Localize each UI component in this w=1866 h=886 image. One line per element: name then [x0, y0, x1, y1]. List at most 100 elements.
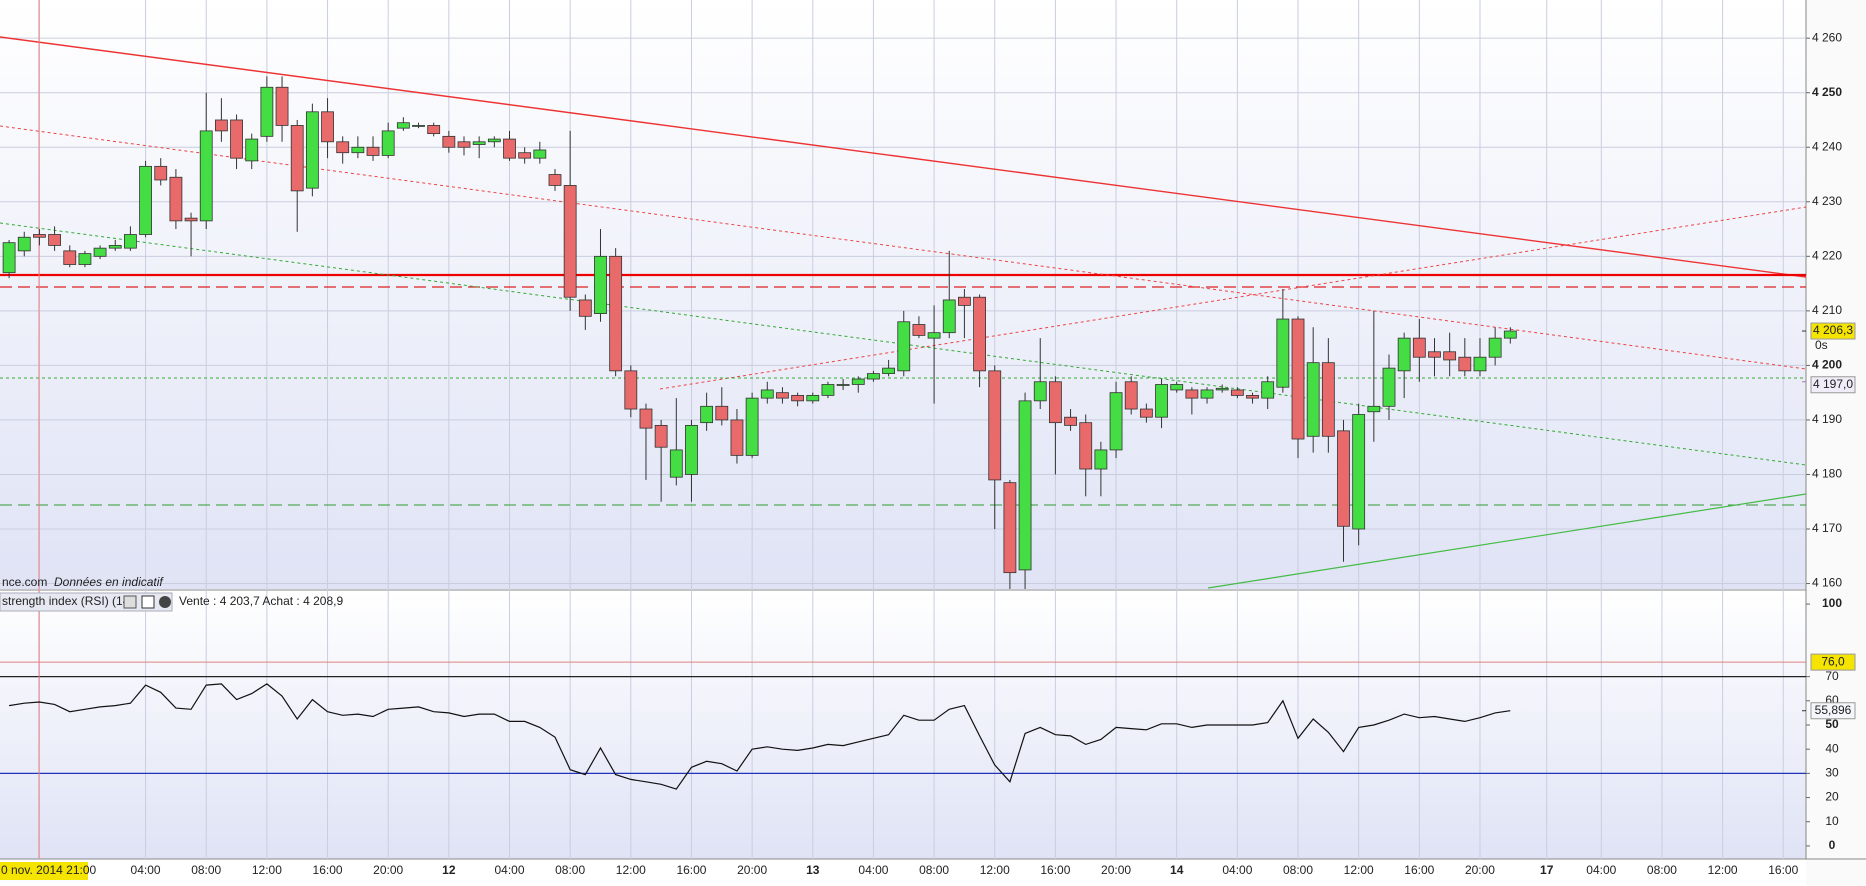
candle-body: [169, 176, 183, 222]
trendline: [0, 222, 1807, 466]
candle-body: [1306, 362, 1320, 437]
candle-body: [427, 125, 441, 135]
candle-body: [17, 236, 31, 252]
candle-body: [1003, 482, 1017, 574]
y-tick-label: 4 170: [1812, 521, 1842, 535]
candle-body: [154, 165, 168, 181]
candle-body: [1276, 318, 1290, 388]
candle-body: [685, 424, 698, 475]
disclaimer: Données en indicatif: [54, 575, 164, 589]
candle-body: [594, 255, 607, 314]
candle-body: [942, 299, 956, 334]
candle-body: [518, 152, 532, 159]
candle-body: [897, 321, 911, 372]
candle-body: [1048, 381, 1062, 424]
y-tick-label: 70: [1825, 669, 1839, 683]
rsi-panel: [0, 591, 1806, 859]
price-tag: [1810, 653, 1856, 671]
price-tag-label: 4 206,3: [1813, 323, 1853, 337]
candle-body: [715, 405, 729, 421]
y-tick-label: 100: [1822, 596, 1842, 610]
candle-body: [563, 185, 577, 298]
candle-body: [336, 141, 350, 154]
candle-body: [851, 378, 865, 385]
x-tick-label: 04:00: [131, 863, 161, 877]
drawings: [0, 0, 1807, 859]
candle-body: [1291, 318, 1305, 440]
x-tick-label: 04:00: [1586, 863, 1616, 877]
candle-body: [988, 370, 1002, 481]
x-tick-label: 08:00: [919, 863, 949, 877]
candle-body: [730, 419, 744, 456]
candle-body: [578, 299, 592, 317]
x-tick-label: 16:00: [1768, 863, 1798, 877]
candle-body: [1079, 422, 1093, 470]
candle-body: [381, 130, 395, 156]
candle-body: [1109, 392, 1123, 451]
candle-body: [366, 146, 380, 156]
candle-body: [139, 165, 152, 235]
window-icon[interactable]: [141, 595, 155, 609]
x-tick-label: 08:00: [1647, 863, 1677, 877]
candle-body: [230, 119, 243, 159]
candle-body: [396, 122, 410, 129]
candle-body: [290, 125, 304, 192]
candle-body: [1215, 387, 1229, 391]
settings-icon[interactable]: [123, 595, 137, 609]
indicator-title: strength index (RSI) (14): [2, 594, 133, 608]
candle-body: [806, 394, 820, 402]
candle-body: [442, 135, 456, 148]
y-tick-label: 4 220: [1812, 248, 1842, 262]
x-tick-label: 0 nov. 2014 21:00: [1, 863, 97, 877]
marks: [2, 76, 1517, 790]
axis-area: [1806, 0, 1866, 886]
x-tick-label: 14: [1170, 863, 1184, 877]
candle-body: [776, 392, 789, 399]
price-tag-label: 55,896: [1815, 703, 1852, 717]
candle-body: [1503, 330, 1517, 339]
candle-body: [912, 324, 926, 336]
candle-body: [927, 332, 941, 339]
candle-body: [1018, 400, 1032, 571]
price-tag: [1810, 322, 1856, 340]
candle-body: [1352, 414, 1366, 530]
y-tick-label: 50: [1825, 717, 1839, 731]
y-tick-label: 4 160: [1812, 576, 1842, 590]
candle-body: [33, 234, 46, 238]
y-tick-label: 30: [1825, 766, 1839, 780]
candle-body: [1261, 381, 1275, 399]
candle-body: [1321, 362, 1335, 437]
x-tick-label: 20:00: [373, 863, 403, 877]
price-tag: [1810, 376, 1856, 394]
trendline: [0, 36, 1807, 278]
candle-body: [639, 408, 653, 429]
candle-body: [1412, 337, 1426, 358]
rsi-line: [9, 683, 1511, 790]
candle-body: [973, 296, 986, 372]
y-tick-label: 4 200: [1812, 358, 1842, 372]
countdown: 0s: [1815, 338, 1828, 352]
candle-body: [1200, 389, 1214, 399]
candle-body: [1033, 381, 1047, 402]
candle-body: [1382, 367, 1396, 407]
candle-body: [745, 397, 759, 456]
candle-body: [836, 384, 850, 386]
candle-body: [457, 141, 471, 148]
source-note: nce.com: [2, 575, 47, 589]
price-tag-label: 76,0: [1821, 654, 1845, 668]
x-tick-label: 08:00: [1283, 863, 1313, 877]
x-tick-label: 12: [442, 863, 456, 877]
candle-body: [78, 253, 92, 265]
candle-body: [548, 174, 562, 186]
candle-body: [1230, 389, 1244, 396]
candle-body: [487, 138, 501, 143]
candle-body: [624, 370, 638, 410]
candle-body: [1185, 389, 1199, 399]
candle-body: [1428, 351, 1441, 358]
y-tick-label: 4 240: [1812, 139, 1842, 153]
x-tick-label: 08:00: [555, 863, 585, 877]
candle-body: [124, 234, 137, 249]
close-icon[interactable]: [159, 596, 171, 608]
x-tick-label: 20:00: [1101, 863, 1131, 877]
